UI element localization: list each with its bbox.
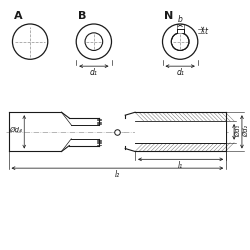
Text: l₂: l₂ <box>115 170 120 179</box>
Text: B: B <box>78 11 86 21</box>
Text: N: N <box>164 11 174 21</box>
Text: t: t <box>205 26 208 36</box>
Text: d₁: d₁ <box>176 68 184 77</box>
Text: Ød₁: Ød₁ <box>236 125 242 137</box>
Bar <box>135 121 226 143</box>
Text: d₁: d₁ <box>90 68 98 77</box>
Text: b: b <box>178 14 182 24</box>
Text: Ød₄: Ød₄ <box>10 127 22 133</box>
Bar <box>177 28 184 33</box>
Text: Ød₂: Ød₂ <box>244 125 250 137</box>
Bar <box>177 28 184 34</box>
Text: l₁: l₁ <box>178 161 183 170</box>
Text: A: A <box>14 11 23 21</box>
